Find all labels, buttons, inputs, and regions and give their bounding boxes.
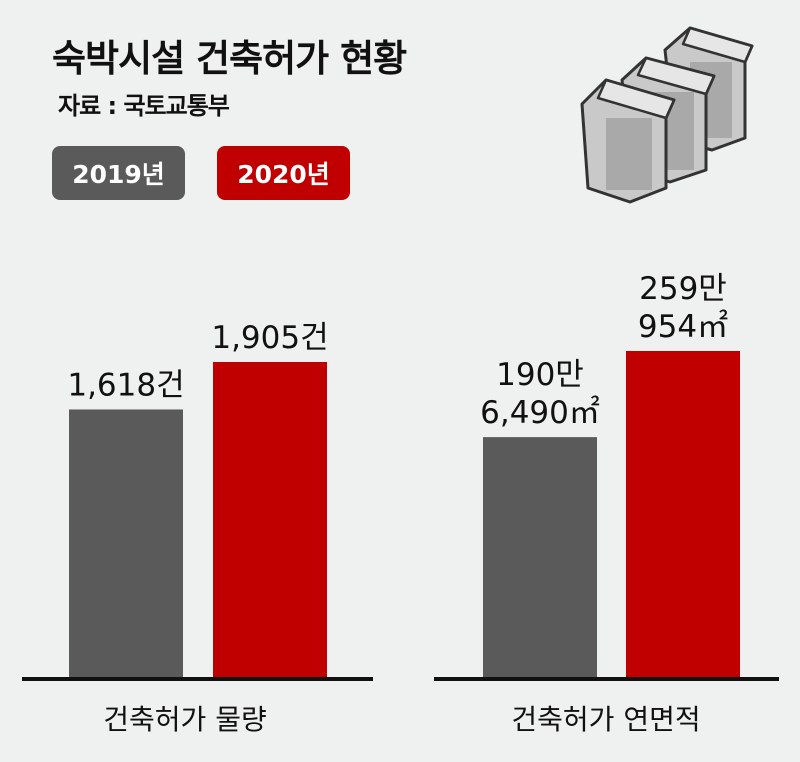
bar-count-2020 <box>213 362 327 677</box>
bar-count-2019 <box>69 409 183 677</box>
chart-title: 숙박시설 건축허가 현황 <box>52 37 407 80</box>
category-label: 건축허가 물량 <box>103 703 266 736</box>
bar-value-label: 954㎡ <box>638 309 728 345</box>
bar-area-2019 <box>483 437 597 677</box>
category-label: 건축허가 연면적 <box>511 703 700 736</box>
bar-value-label: 190만 <box>496 357 584 393</box>
bar-area-2020 <box>626 351 740 677</box>
bar-value-label: 259만 <box>639 271 727 307</box>
source-note: 자료 : 국토교통부 <box>58 92 230 120</box>
bar-value-label: 1,618건 <box>67 367 184 403</box>
bar-value-label: 6,490㎡ <box>480 395 600 431</box>
legend-2019: 2019년 <box>52 146 185 200</box>
legend-2020: 2020년 <box>217 146 350 200</box>
buildings-icon <box>580 26 754 204</box>
bar-value-label: 1,905건 <box>211 320 328 356</box>
